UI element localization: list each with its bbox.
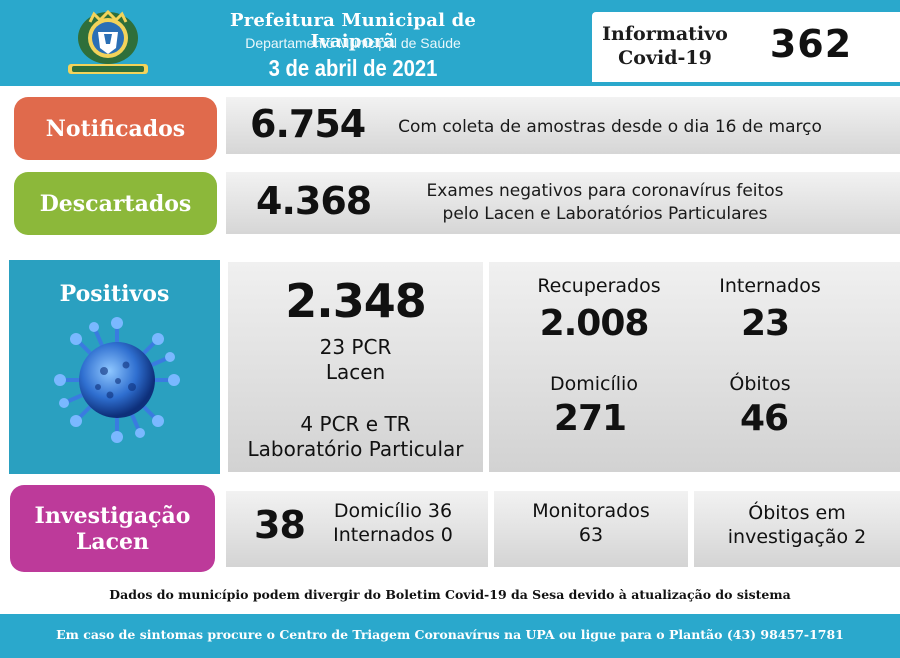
descartados-value: 4.368 [256,179,372,223]
internados-label: Internados [719,275,821,297]
domicilio-value: 271 [553,398,627,439]
footer-contact-text: Em caso de sintomas procure o Centro de … [56,627,844,642]
positivos-main-box [228,262,483,472]
investigacao-label-line2: Lacen [75,528,150,555]
descartados-description-line1: Exames negativos para coronavírus feitos [426,181,784,201]
obitos-investigacao-box [694,491,900,567]
investigacao-box [226,491,488,567]
recuperados-value: 2.008 [539,303,650,344]
notificados-value: 6.754 [250,102,366,146]
obitos-investigacao-line1: Óbitos em [748,502,846,524]
notificados-label: Notificados [14,97,217,160]
municipal-crest-icon [68,9,148,74]
positivos-particular-count: 4 PCR e TR [300,412,411,436]
positivos-lacen-count: 23 PCR [319,335,392,359]
bulletin-label-line1: Informativo [602,23,728,45]
disclaimer-text: Dados do município podem divergir do Bol… [109,587,791,602]
recuperados-label: Recuperados [537,275,661,297]
positivos-label: Positivos [59,281,170,307]
bulletin-label-line2: Covid-19 [618,47,712,69]
monitorados-label: Monitorados [532,500,650,522]
investigacao-internados: Internados 0 [333,524,453,546]
investigacao-label: Investigação Lacen [10,485,215,572]
obitos-label: Óbitos [729,373,791,395]
notificados-description: Com coleta de amostras desde o dia 16 de… [398,117,822,137]
positivos-lacen-label: Lacen [325,360,386,384]
descartados-bar [226,172,900,234]
monitorados-value: 63 [578,524,604,546]
bulletin-label: Informativo Covid-19 [590,22,740,70]
descartados-description-line2: pelo Lacen e Laboratórios Particulares [442,204,768,224]
positivos-stats-box [489,262,900,472]
positivos-particular-label: Laboratório Particular [247,437,464,461]
header-title: Prefeitura Municipal de Ivaiporã [229,10,477,52]
domicilio-label: Domicílio [550,373,638,395]
investigacao-value: 38 [254,503,306,547]
coronavirus-icon [54,317,180,443]
investigacao-label-line1: Investigação [34,502,191,529]
footer-banner [0,614,900,658]
header-info-panel [592,12,900,82]
investigacao-domicilio: Domicílio 36 [333,500,453,522]
obitos-investigacao-line2: investigação 2 [727,526,867,548]
descartados-label: Descartados [14,172,217,235]
obitos-value: 46 [739,398,789,439]
internados-value: 23 [740,303,790,344]
bulletin-number: 362 [769,22,853,66]
header-date: 3 de abril de 2021 [268,55,438,81]
notificados-bar [226,97,900,154]
header-subtitle: Departamento Municipal de Saúde [245,35,461,51]
positivos-value: 2.348 [285,274,427,328]
monitorados-box [494,491,688,567]
